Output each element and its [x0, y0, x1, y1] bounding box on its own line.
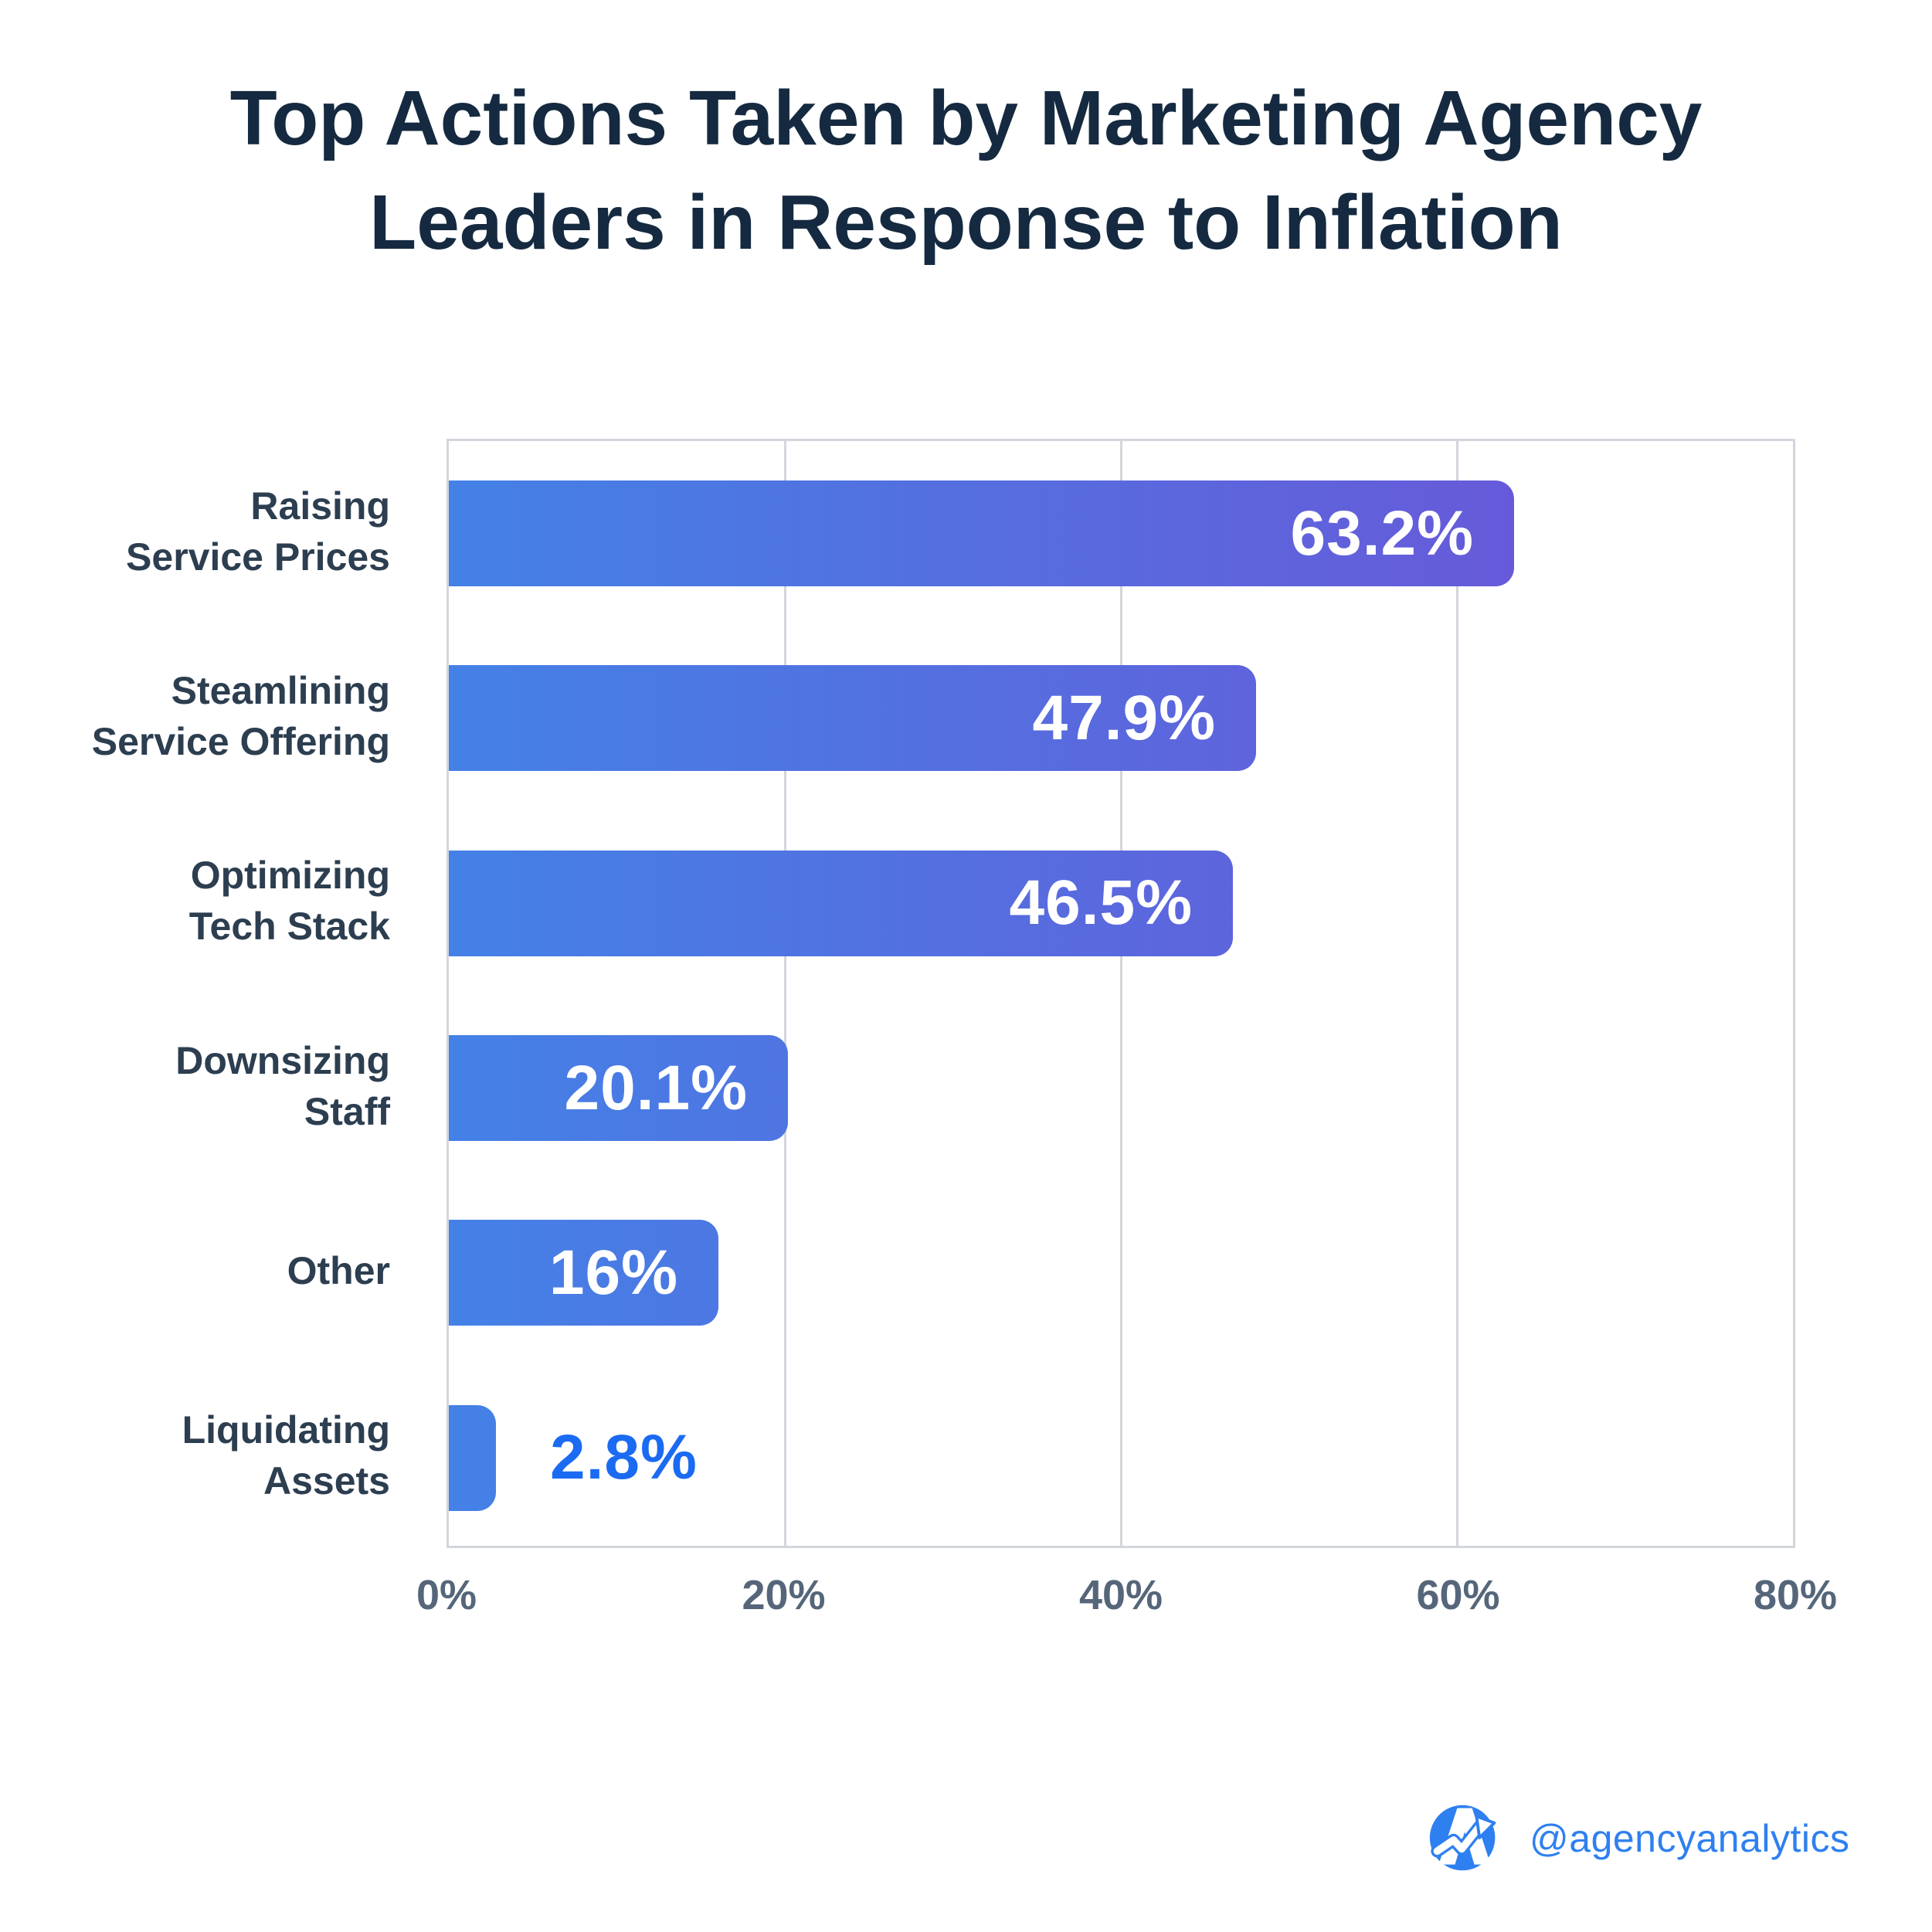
- bar-row: 2.8%: [449, 1366, 1793, 1550]
- value-label: 63.2%: [1290, 497, 1474, 569]
- category-label: Other: [287, 1248, 390, 1292]
- value-label: 47.9%: [1032, 682, 1216, 753]
- x-tick-label: 0%: [416, 1572, 477, 1618]
- footer-branding: @agencyanalytics: [1428, 1800, 1850, 1877]
- category-label: Liquidating Assets: [182, 1408, 390, 1503]
- gridline: [1456, 441, 1458, 1546]
- bar-row: 46.5%: [449, 811, 1793, 996]
- bar: 47.9%: [449, 665, 1256, 772]
- chart-title: Top Actions Taken by Marketing Agency Le…: [0, 66, 1932, 275]
- chart-title-line1: Top Actions Taken by Marketing Agency: [229, 75, 1703, 161]
- agencyanalytics-logo-icon: [1429, 1805, 1496, 1871]
- plot-area: 63.2% 47.9% 46.5% 20.1% 16% 2.8%: [446, 439, 1795, 1548]
- value-label: 2.8%: [550, 1422, 698, 1493]
- bar-row: 16%: [449, 1180, 1793, 1365]
- x-tick-label: 60%: [1416, 1572, 1500, 1618]
- category-label: Raising Service Prices: [126, 484, 390, 579]
- chart-title-line2: Leaders in Response to Inflation: [369, 179, 1563, 266]
- category-label: Steamlining Service Offering: [91, 668, 390, 763]
- x-tick-label: 80%: [1753, 1572, 1838, 1618]
- social-handle: @agencyanalytics: [1530, 1817, 1850, 1860]
- category-label: Optimizing Tech Stack: [188, 854, 390, 949]
- x-tick-label: 20%: [742, 1572, 826, 1618]
- category-label: Downsizing Staff: [175, 1038, 390, 1133]
- bar: 16%: [449, 1220, 718, 1326]
- gridline: [784, 441, 786, 1546]
- bar-row: 20.1%: [449, 996, 1793, 1180]
- value-label: 20.1%: [564, 1052, 748, 1123]
- gridline: [1120, 441, 1122, 1546]
- value-label: 16%: [548, 1237, 678, 1308]
- bar-row: 47.9%: [449, 626, 1793, 810]
- bar: 63.2%: [449, 480, 1514, 587]
- bar: 20.1%: [449, 1035, 788, 1142]
- x-tick-label: 40%: [1078, 1572, 1163, 1618]
- value-label: 46.5%: [1009, 868, 1193, 939]
- bar: [449, 1404, 496, 1511]
- bar: 46.5%: [449, 850, 1233, 956]
- bar-row: 63.2%: [449, 441, 1793, 626]
